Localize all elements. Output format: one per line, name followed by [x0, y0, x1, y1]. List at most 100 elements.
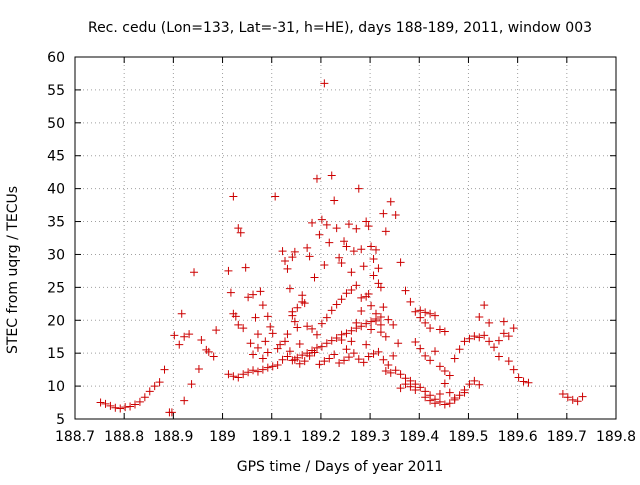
- data-point-marker: [499, 329, 508, 338]
- x-tick-label: 189.5: [448, 429, 488, 445]
- data-point-marker: [327, 336, 336, 345]
- data-point-marker: [379, 303, 388, 312]
- data-point-marker: [263, 348, 272, 357]
- data-point-marker: [342, 345, 351, 354]
- data-point-marker: [190, 268, 199, 277]
- y-tick-label: 25: [47, 280, 65, 296]
- data-point-marker: [170, 331, 179, 340]
- data-point-marker: [332, 224, 341, 233]
- data-point-marker: [371, 245, 380, 254]
- data-point-marker: [381, 332, 390, 341]
- data-point-marker: [268, 329, 277, 338]
- data-point-marker: [308, 324, 317, 333]
- data-point-marker: [475, 333, 484, 342]
- axis-ticks: [74, 56, 617, 420]
- data-point-marker: [460, 388, 469, 397]
- data-point-marker: [421, 308, 430, 317]
- data-point-marker: [305, 351, 314, 360]
- data-point-marker: [278, 247, 287, 256]
- data-point-marker: [494, 336, 503, 345]
- x-tick-label: 189: [209, 429, 236, 445]
- data-point-marker: [283, 264, 292, 273]
- data-point-marker: [126, 402, 135, 411]
- data-point-marker: [578, 392, 587, 401]
- data-point-marker: [411, 337, 420, 346]
- data-point-marker: [340, 356, 349, 365]
- data-point-marker: [145, 387, 154, 396]
- data-point-marker: [290, 355, 299, 364]
- data-point-marker: [465, 380, 474, 389]
- data-point-marker: [229, 192, 238, 201]
- data-point-marker: [337, 259, 346, 268]
- y-tick-label: 45: [47, 149, 65, 165]
- x-tick-label: 189.2: [301, 429, 341, 445]
- data-point-marker: [342, 242, 351, 251]
- data-point-marker: [376, 312, 385, 321]
- data-point-marker: [229, 372, 238, 381]
- data-point-marker: [310, 273, 319, 282]
- data-point-marker: [450, 354, 459, 363]
- data-point-marker: [421, 318, 430, 327]
- data-point-marker: [229, 309, 238, 318]
- data-point-marker: [362, 217, 371, 226]
- data-point-marker: [504, 357, 513, 366]
- data-point-marker: [374, 264, 383, 273]
- data-point-marker: [364, 289, 373, 298]
- data-point-marker: [327, 171, 336, 180]
- data-point-marker: [440, 327, 449, 336]
- data-point-marker: [276, 340, 285, 349]
- data-point-marker: [180, 332, 189, 341]
- data-point-marker: [263, 312, 272, 321]
- data-point-marker: [253, 367, 262, 376]
- data-point-marker: [416, 313, 425, 322]
- data-point-marker: [283, 330, 292, 339]
- data-point-marker: [258, 365, 267, 374]
- y-axis-label: STEC from uqrg / TECUs: [5, 186, 21, 354]
- data-point-marker: [411, 386, 420, 395]
- data-point-marker: [258, 354, 267, 363]
- data-point-marker: [325, 238, 334, 247]
- data-point-marker: [435, 389, 444, 398]
- data-point-marker: [401, 380, 410, 389]
- data-point-marker: [322, 339, 331, 348]
- data-point-marker: [167, 408, 176, 417]
- data-point-marker: [374, 279, 383, 288]
- data-point-marker: [303, 243, 312, 252]
- data-point-marker: [514, 373, 523, 382]
- data-point-marker: [251, 313, 260, 322]
- x-tick-label: 189.3: [350, 429, 390, 445]
- x-tick-label: 189.1: [252, 429, 292, 445]
- data-point-marker: [431, 311, 440, 320]
- data-point-marker: [234, 373, 243, 382]
- x-axis-label: GPS time / Days of year 2011: [237, 459, 444, 475]
- y-tick-label: 50: [47, 116, 65, 132]
- data-point-marker: [573, 397, 582, 406]
- data-point-marker: [347, 326, 356, 335]
- data-point-marker: [435, 397, 444, 406]
- data-point-marker: [310, 348, 319, 357]
- x-tick-label: 189.7: [547, 429, 587, 445]
- data-point-marker: [568, 395, 577, 404]
- data-point-marker: [317, 319, 326, 328]
- data-point-marker: [295, 359, 304, 368]
- data-point-marker: [249, 350, 258, 359]
- data-point-marker: [431, 399, 440, 408]
- data-point-marker: [416, 344, 425, 353]
- data-point-marker: [364, 222, 373, 231]
- data-point-marker: [426, 309, 435, 318]
- data-point-marker: [391, 210, 400, 219]
- data-point-marker: [340, 237, 349, 246]
- data-point-marker: [504, 332, 513, 341]
- data-point-marker: [421, 393, 430, 402]
- data-point-marker: [226, 288, 235, 297]
- data-point-marker: [359, 358, 368, 367]
- data-point-marker: [367, 325, 376, 334]
- data-point-marker: [140, 393, 149, 402]
- data-point-marker: [354, 184, 363, 193]
- data-point-marker: [440, 400, 449, 409]
- data-point-marker: [524, 378, 533, 387]
- data-point-marker: [499, 317, 508, 326]
- data-point-marker: [298, 297, 307, 306]
- data-point-marker: [357, 307, 366, 316]
